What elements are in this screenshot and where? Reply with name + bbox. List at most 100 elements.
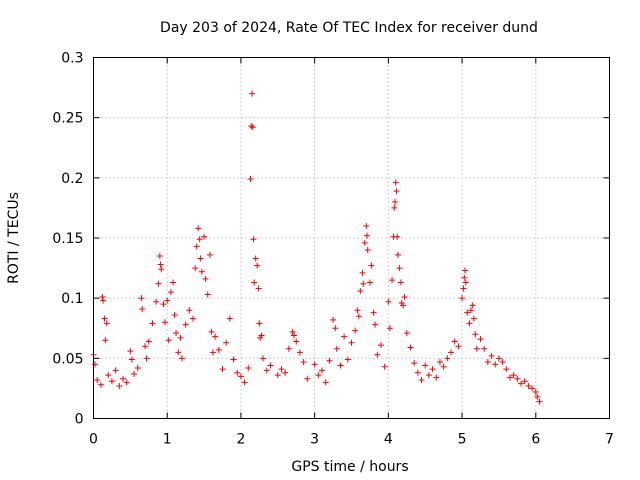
data-point <box>372 321 379 328</box>
data-point <box>488 352 495 359</box>
data-point <box>97 381 104 388</box>
data-point <box>377 342 384 349</box>
data-point <box>466 320 473 327</box>
data-point <box>293 338 300 345</box>
data-point <box>157 261 164 268</box>
data-point <box>315 372 322 379</box>
data-point <box>153 298 160 305</box>
data-point <box>234 369 241 376</box>
x-tick-label: 2 <box>236 432 245 448</box>
data-point <box>330 316 337 323</box>
x-tick-label: 0 <box>89 432 98 448</box>
data-point <box>418 376 425 383</box>
data-point <box>360 280 367 287</box>
data-point <box>357 287 364 294</box>
y-tick-label: 0.05 <box>52 351 83 367</box>
data-point <box>433 374 440 381</box>
data-point <box>366 279 373 286</box>
data-point <box>208 328 215 335</box>
data-point <box>459 295 466 302</box>
data-point <box>396 265 403 272</box>
data-point <box>230 356 237 363</box>
data-point <box>142 343 149 350</box>
data-point <box>94 376 101 383</box>
data-point <box>254 262 261 269</box>
data-point <box>102 337 109 344</box>
data-point <box>260 355 267 362</box>
data-point <box>100 297 107 304</box>
data-point <box>374 351 381 358</box>
data-point <box>451 338 458 345</box>
y-tick-label: 0.1 <box>61 291 83 307</box>
data-point <box>255 285 262 292</box>
x-tick-label: 3 <box>310 432 319 448</box>
data-point <box>492 361 499 368</box>
data-point <box>252 255 259 262</box>
data-point <box>332 325 339 332</box>
data-point <box>99 293 106 300</box>
data-point <box>108 378 115 385</box>
data-point <box>368 262 375 269</box>
data-point <box>250 236 257 243</box>
x-tick-label: 5 <box>458 432 467 448</box>
data-point <box>319 367 326 374</box>
data-point <box>518 380 525 387</box>
data-point <box>131 370 138 377</box>
data-point <box>385 298 392 305</box>
data-point <box>462 279 469 286</box>
data-point <box>300 358 307 365</box>
data-point <box>190 315 197 322</box>
data-point <box>532 389 539 396</box>
y-tick-label: 0.25 <box>52 111 83 127</box>
data-point <box>414 369 421 376</box>
data-point <box>237 373 244 380</box>
data-point <box>467 307 474 314</box>
data-point <box>381 363 388 370</box>
data-point <box>139 305 146 312</box>
data-point <box>484 358 491 365</box>
data-point <box>206 251 213 258</box>
data-point <box>469 302 476 309</box>
data-point <box>103 320 110 327</box>
data-point <box>461 274 468 281</box>
axis-ticks <box>93 57 610 419</box>
data-point <box>251 279 258 286</box>
data-point <box>156 253 163 260</box>
data-point <box>198 268 205 275</box>
data-point <box>400 302 407 309</box>
data-point <box>361 239 368 246</box>
data-point <box>521 378 528 385</box>
data-point <box>219 366 226 373</box>
chart-title: Day 203 of 2024, Rate Of TEC Index for r… <box>160 20 538 36</box>
data-point <box>195 225 202 232</box>
data-point <box>536 398 543 405</box>
data-point <box>429 366 436 373</box>
data-point <box>464 309 471 316</box>
data-point <box>162 319 169 326</box>
data-point <box>481 345 488 352</box>
data-point <box>134 364 141 371</box>
x-tick-label: 6 <box>531 432 540 448</box>
grid-lines <box>93 57 610 419</box>
data-point <box>364 247 371 254</box>
data-point <box>173 330 180 337</box>
data-point <box>477 336 484 343</box>
data-point <box>333 345 340 352</box>
data-point <box>455 343 462 350</box>
data-point <box>440 363 447 370</box>
data-point <box>215 346 222 353</box>
data-point <box>352 327 359 334</box>
data-point <box>165 337 172 344</box>
data-point <box>473 345 480 352</box>
data-point <box>495 355 502 362</box>
data-point <box>499 358 506 365</box>
data-point <box>256 320 263 327</box>
data-point <box>510 372 517 379</box>
y-tick-label: 0.3 <box>61 51 83 67</box>
data-point <box>149 320 156 327</box>
data-point <box>177 334 184 341</box>
data-point <box>359 269 366 276</box>
data-point <box>425 372 432 379</box>
data-point <box>363 232 370 239</box>
